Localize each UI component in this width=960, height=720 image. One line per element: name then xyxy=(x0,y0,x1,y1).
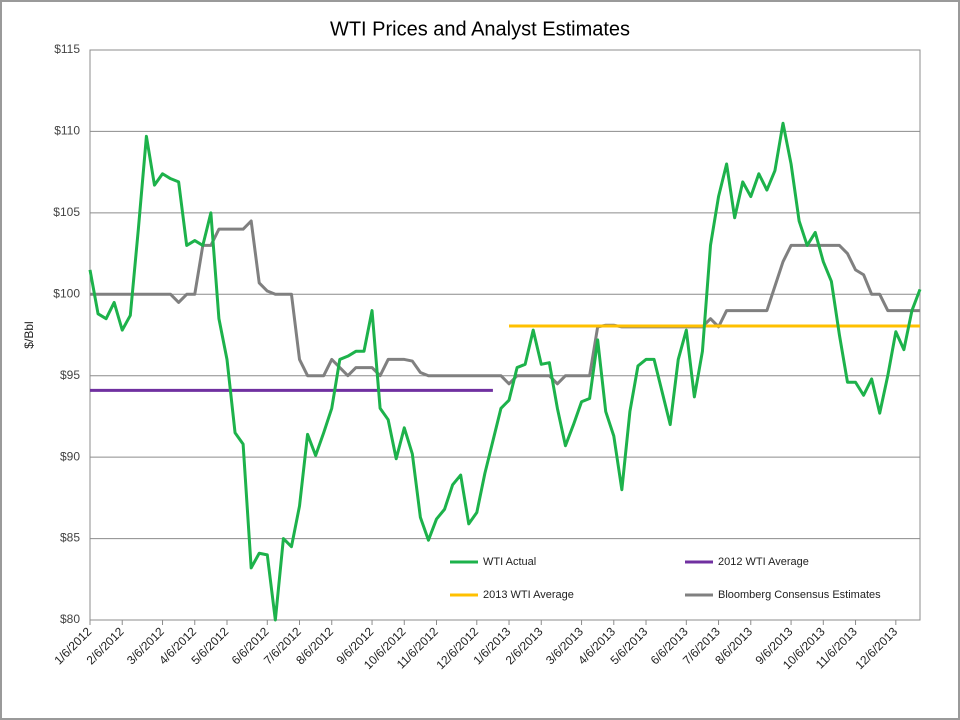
y-tick-label: $85 xyxy=(60,531,80,545)
series-line xyxy=(88,121,922,622)
y-tick-label: $90 xyxy=(60,449,80,463)
y-tick-label: $100 xyxy=(53,286,80,300)
y-tick-label: $95 xyxy=(60,368,80,382)
legend-label: WTI Actual xyxy=(483,556,536,568)
y-tick-label: $110 xyxy=(54,124,80,138)
legend-label: Bloomberg Consensus Estimates xyxy=(718,589,881,601)
y-axis-label: $/Bbl xyxy=(22,321,36,348)
chart-title: WTI Prices and Analyst Estimates xyxy=(330,18,630,40)
plot-border xyxy=(89,49,921,621)
y-tick-label: $80 xyxy=(60,612,80,626)
legend-label: 2012 WTI Average xyxy=(718,556,809,568)
legend-label: 2013 WTI Average xyxy=(483,589,574,601)
series-line xyxy=(90,219,920,386)
y-tick-label: $115 xyxy=(54,42,80,56)
y-tick-label: $105 xyxy=(53,205,80,219)
